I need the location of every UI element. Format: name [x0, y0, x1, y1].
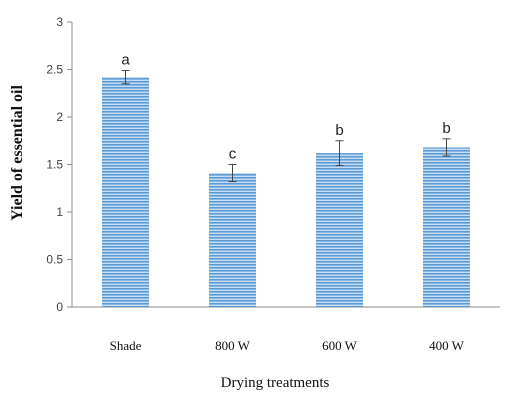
y-tick-label: 2 [56, 110, 63, 124]
y-tick-label: 0.5 [46, 253, 63, 267]
x-tick-label: Shade [110, 338, 142, 353]
bar [209, 173, 256, 307]
x-axis: Shade 800 W 600 W 400 W [72, 306, 500, 353]
x-tick-label: 400 W [429, 338, 465, 353]
bar [102, 77, 149, 307]
y-tick-label: 3 [56, 15, 63, 29]
x-axis-title: Drying treatments [221, 375, 330, 391]
significance-letter: b [335, 122, 343, 139]
significance-letter: a [121, 51, 130, 68]
x-tick-label: 600 W [322, 338, 358, 353]
significance-letter: b [442, 120, 450, 137]
bars-group: a c b b [102, 51, 470, 307]
x-tick-label: 800 W [215, 338, 251, 353]
y-tick-label: 1.5 [46, 158, 63, 172]
y-axis: 0 0.5 1 1.5 2 2.5 3 [46, 15, 73, 314]
y-axis-title: Yield of essential oil [9, 85, 26, 221]
y-tick-label: 1 [56, 205, 63, 219]
y-tick-label: 0 [56, 300, 63, 314]
significance-letter: c [229, 146, 237, 163]
bar [423, 147, 470, 307]
y-tick-label: 2.5 [46, 63, 63, 77]
bar [316, 153, 363, 307]
